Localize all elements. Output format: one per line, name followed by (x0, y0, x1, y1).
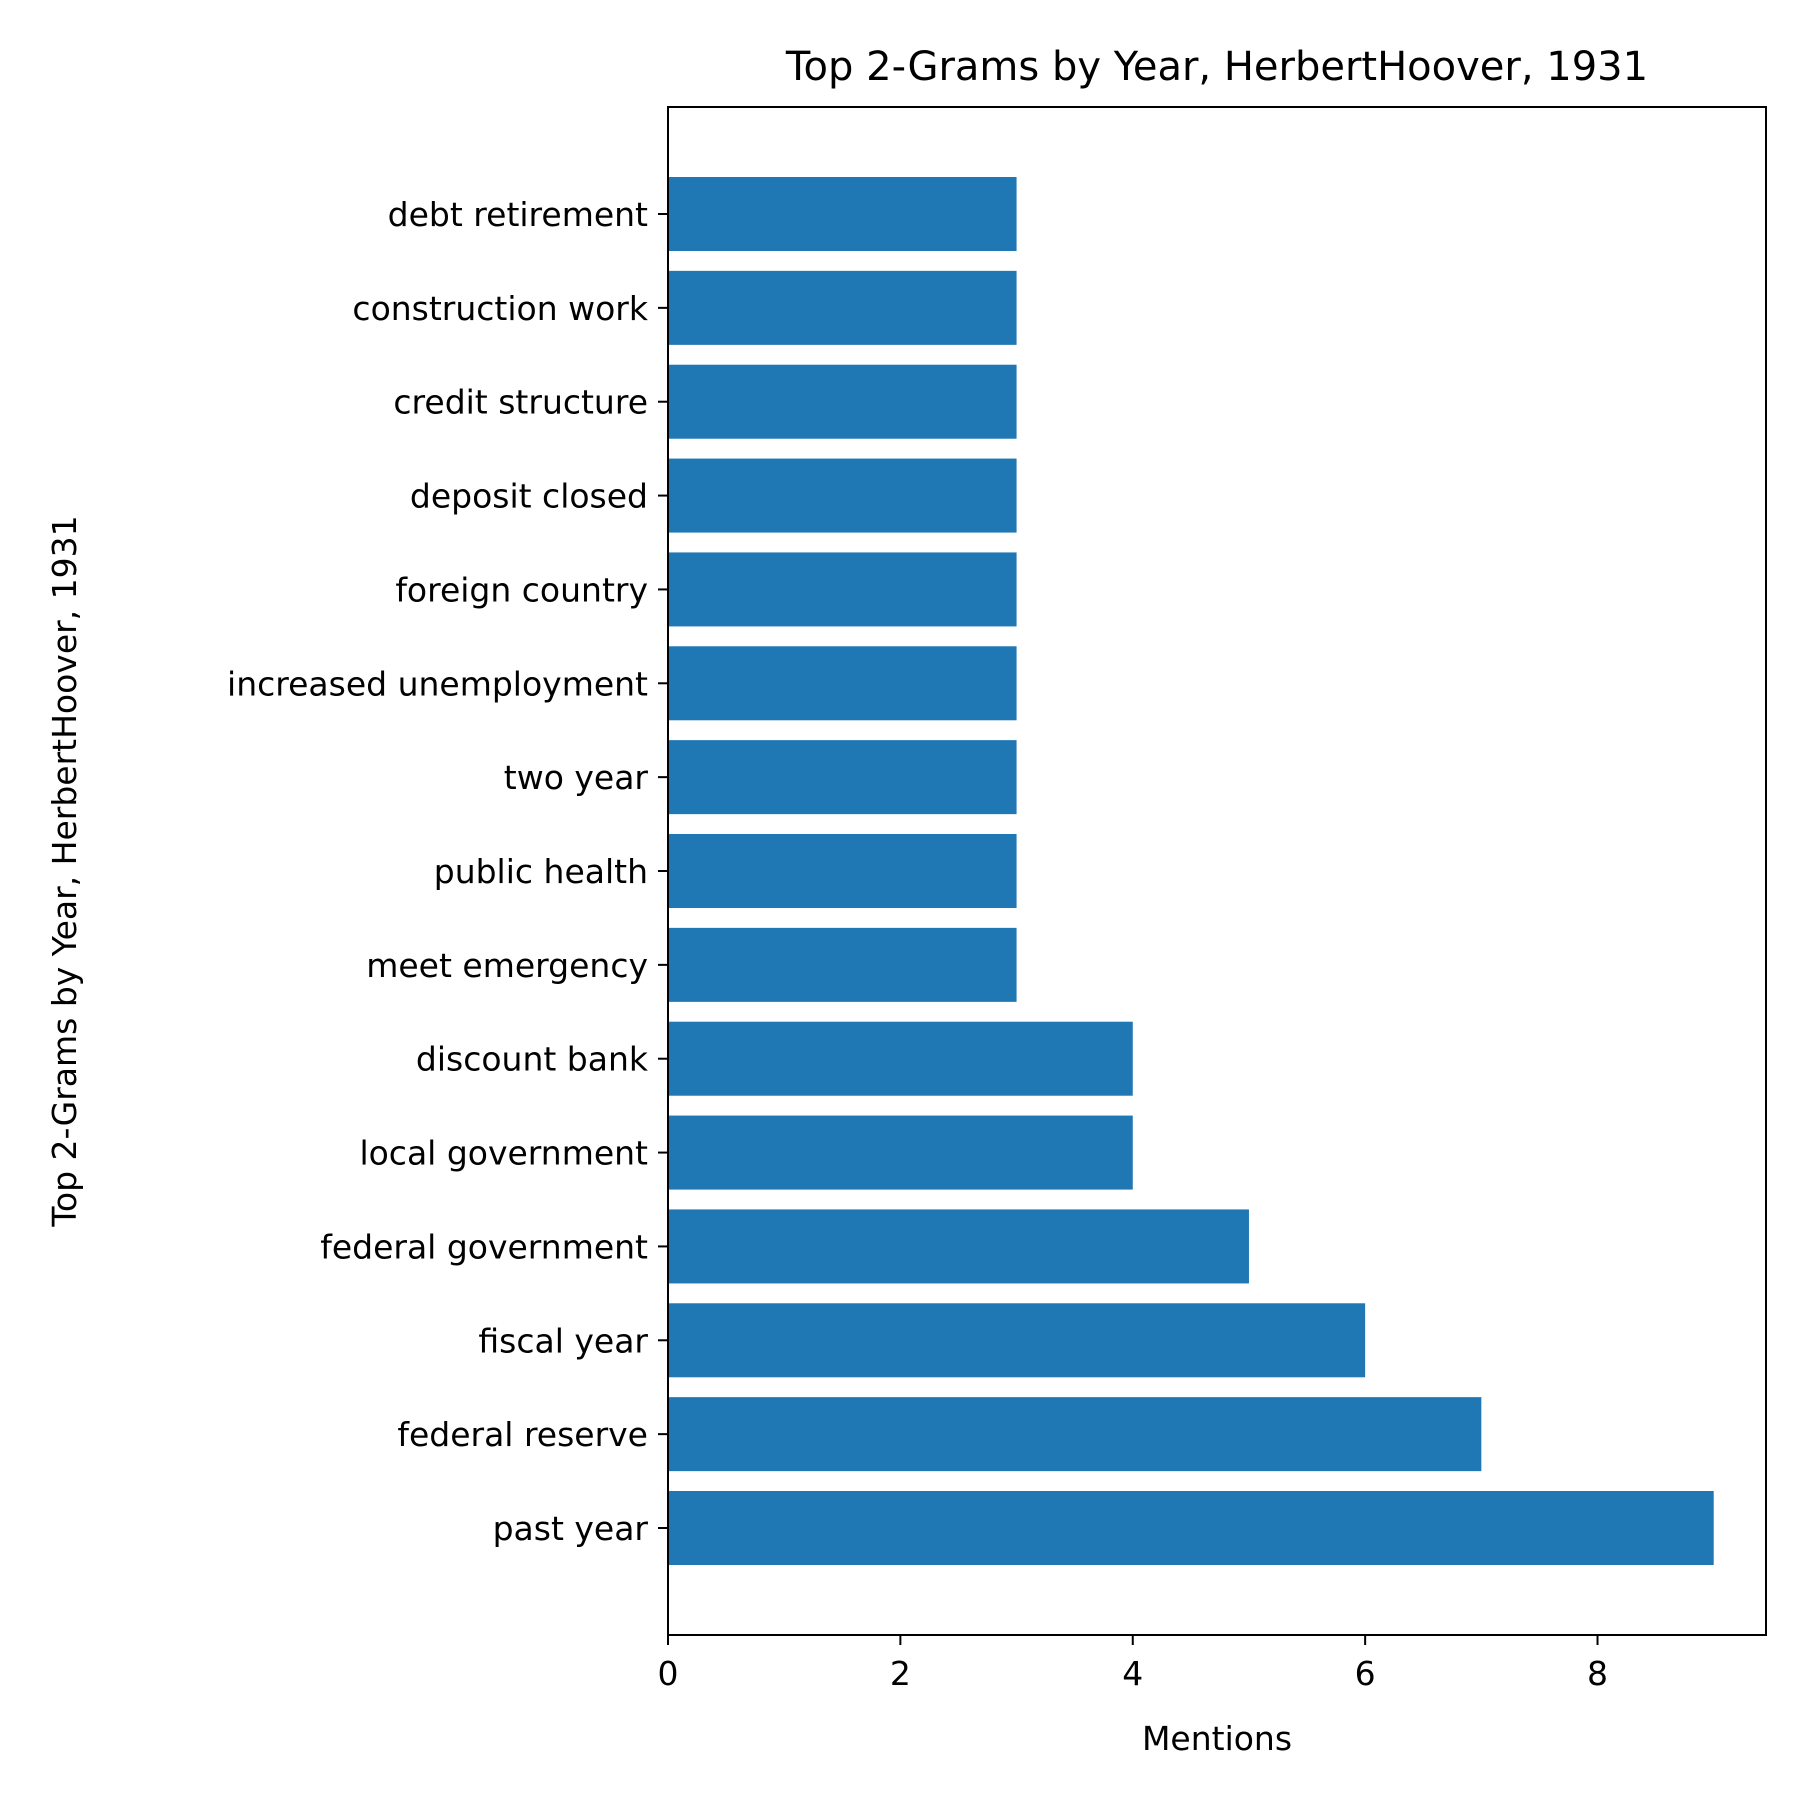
bar-debt-retirement (668, 177, 1017, 251)
bar-discount-bank (668, 1021, 1133, 1096)
y-tick-label: debt retirement (388, 195, 648, 234)
bar-construction-work (668, 270, 1017, 345)
bars-layer (668, 177, 1714, 1565)
y-tick-label: local government (359, 1134, 648, 1173)
x-tick-label: 4 (1122, 1654, 1143, 1693)
bar-federal-government (668, 1209, 1249, 1284)
y-tick-label: federal reserve (397, 1415, 648, 1454)
y-tick-label: public health (434, 852, 648, 891)
x-tick-label: 8 (1587, 1654, 1608, 1693)
bar-federal-reserve (668, 1397, 1482, 1472)
bar-fiscal-year (668, 1303, 1366, 1378)
y-tick-label: federal government (320, 1227, 648, 1266)
y-tick-label: foreign country (395, 570, 648, 609)
bar-meet-emergency (668, 927, 1017, 1002)
bar-foreign-country (668, 552, 1017, 627)
bar-two-year (668, 740, 1017, 815)
bar-local-government (668, 1115, 1133, 1190)
x-tick-label: 0 (658, 1654, 679, 1693)
y-tick-label: meet emergency (366, 946, 648, 985)
y-tick-label: credit structure (393, 383, 648, 422)
x-axis-label: Mentions (1142, 1719, 1292, 1758)
bar-deposit-closed (668, 458, 1017, 533)
y-tick-label: discount bank (416, 1040, 649, 1079)
y-axis-label: Top 2-Grams by Year, HerbertHoover, 1931 (45, 515, 84, 1227)
y-tick-label: past year (493, 1509, 649, 1548)
y-axis-ticks: past year federal reserve fiscal year feder… (227, 195, 668, 1548)
bar-credit-structure (668, 364, 1017, 439)
chart-title: Top 2-Grams by Year, HerbertHoover, 1931 (785, 44, 1648, 90)
y-tick-label: deposit closed (410, 477, 648, 516)
bar-public-health (668, 834, 1017, 908)
y-tick-label: construction work (352, 289, 648, 328)
plot-area-frame (667, 106, 1767, 1636)
x-tick-label: 2 (890, 1654, 911, 1693)
y-tick-label: fiscal year (478, 1321, 648, 1360)
x-axis-ticks: 0 2 4 6 8 (658, 1635, 1608, 1693)
bar-increased-unemployment (668, 646, 1017, 721)
y-tick-label: increased unemployment (227, 664, 648, 703)
bar-past-year (668, 1491, 1714, 1565)
x-tick-label: 6 (1355, 1654, 1376, 1693)
y-tick-label: two year (504, 758, 649, 797)
